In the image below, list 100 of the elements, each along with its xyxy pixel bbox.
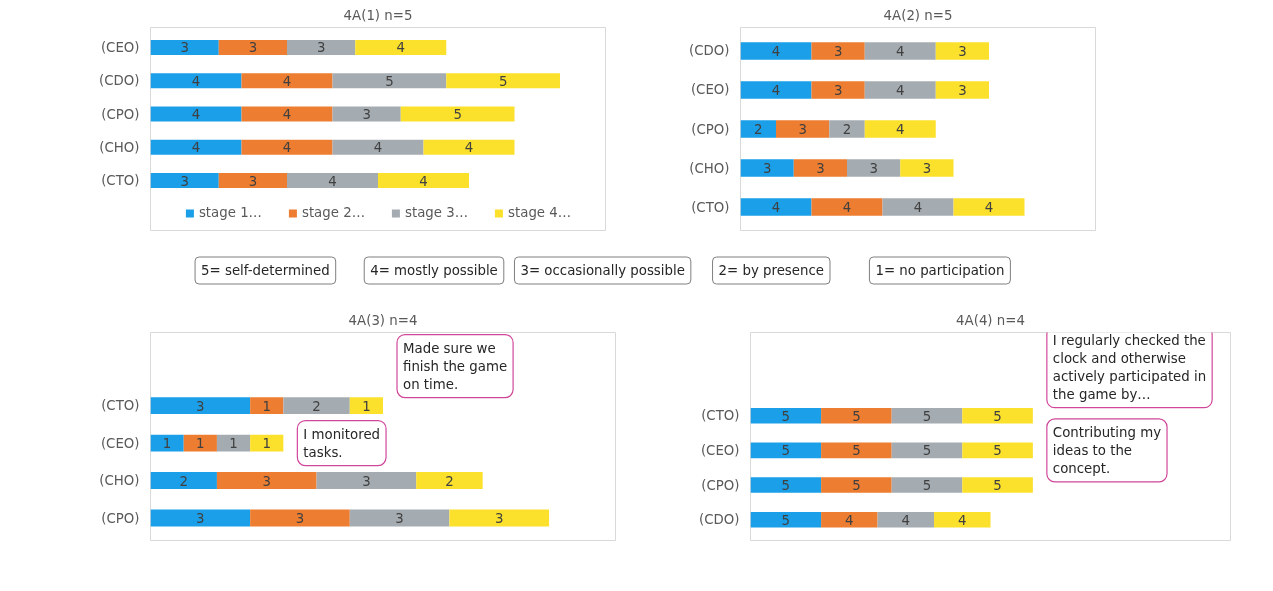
- bar: [750, 407, 822, 424]
- data-label: 4: [282, 73, 292, 89]
- data-label: 4: [896, 122, 905, 137]
- chart-title: 4A(2) n=5: [883, 7, 953, 23]
- data-label: 1: [229, 436, 238, 452]
- annotation: I monitored tasks.: [303, 426, 381, 460]
- text: 5= self-determined: [201, 263, 330, 278]
- bar: [250, 509, 350, 527]
- data-label: 5: [385, 73, 394, 89]
- bar: [740, 81, 812, 99]
- bar: [882, 198, 954, 216]
- data-label: 5: [852, 478, 861, 494]
- data-label: 4: [191, 73, 201, 89]
- y-tick-label: (CEO): [700, 442, 740, 458]
- bar: [332, 139, 424, 155]
- data-label: 3: [295, 511, 305, 527]
- bar: [287, 39, 356, 55]
- bar: [400, 106, 515, 122]
- bar: [829, 120, 865, 138]
- data-label: 4: [464, 140, 474, 156]
- bar: [283, 397, 350, 415]
- data-label: 1: [262, 398, 271, 414]
- annotation: Made sure we finish the game on time.: [403, 340, 508, 392]
- bar: [811, 81, 865, 99]
- y-tick-label: (CDO): [699, 512, 740, 528]
- y-tick-label: (CPO): [101, 106, 140, 122]
- data-label: 2: [312, 398, 321, 414]
- y-tick-label: (CTO): [101, 173, 140, 189]
- bar: [241, 73, 333, 89]
- data-label: 5: [498, 73, 508, 89]
- bar: [793, 159, 847, 177]
- data-label: 4: [191, 107, 201, 123]
- data-label: 3: [869, 161, 878, 177]
- bar: [962, 442, 1033, 459]
- bar: [150, 106, 242, 122]
- bar: [241, 106, 333, 122]
- data-label: 4: [373, 140, 383, 156]
- bar: [750, 511, 822, 528]
- data-label: 5: [852, 443, 861, 459]
- data-label: 4: [771, 82, 781, 98]
- bar: [241, 139, 333, 155]
- data-label: 1: [262, 436, 271, 452]
- y-tick-label: (CTO): [691, 199, 730, 215]
- bar: [864, 81, 936, 99]
- bar: [811, 198, 883, 216]
- bar: [935, 42, 989, 60]
- bar: [962, 407, 1033, 424]
- bar: [355, 39, 447, 55]
- bar: [349, 397, 383, 415]
- y-tick-label: (CDO): [99, 73, 140, 89]
- bar: [250, 397, 284, 415]
- bar: [349, 509, 450, 527]
- data-label: 5: [922, 443, 932, 459]
- data-label: 3: [833, 43, 843, 59]
- y-tick-label: (CEO): [690, 82, 730, 98]
- y-tick-label: (CPO): [101, 510, 140, 526]
- data-label: 4: [913, 200, 923, 216]
- data-label: 4: [845, 512, 854, 528]
- bar: [740, 42, 812, 60]
- legend-label: stage 3…: [405, 205, 469, 220]
- data-label: 3: [196, 511, 205, 527]
- bar: [287, 173, 378, 189]
- y-tick-label: (CEO): [100, 435, 140, 451]
- annotation: I regularly checked the clock and otherwise actively participated in the game by…: [1052, 332, 1207, 402]
- data-label: 4: [419, 173, 428, 189]
- data-label: 3: [262, 473, 271, 489]
- data-label: 3: [798, 122, 807, 137]
- bar: [740, 198, 812, 216]
- y-tick-label: (CPO): [691, 121, 730, 137]
- bar: [150, 73, 242, 89]
- data-label: 2: [754, 122, 763, 137]
- chart-title: 4A(1) n=5: [343, 7, 413, 23]
- bar: [891, 442, 963, 459]
- bar: [900, 159, 954, 177]
- data-label: 1: [162, 436, 172, 452]
- data-label: 4: [282, 140, 292, 156]
- data-label: 3: [922, 161, 932, 177]
- y-tick-label: (CTO): [101, 398, 140, 414]
- data-label: 4: [984, 200, 994, 216]
- data-label: 5: [781, 408, 791, 424]
- data-label: 2: [179, 473, 188, 489]
- data-label: 5: [993, 408, 1002, 424]
- data-label: 4: [328, 173, 337, 189]
- data-label: 4: [191, 140, 201, 156]
- text: 2= by presence: [718, 263, 824, 278]
- y-tick-label: (CEO): [100, 39, 140, 55]
- data-label: 3: [958, 82, 967, 98]
- data-label: 4: [396, 40, 405, 56]
- data-label: 3: [395, 511, 404, 527]
- y-tick-label: (CDO): [689, 43, 730, 59]
- bar: [750, 477, 822, 493]
- data-label: 4: [771, 200, 781, 216]
- bar: [150, 39, 219, 55]
- data-label: 5: [922, 478, 932, 494]
- data-label: 3: [180, 40, 189, 56]
- legend-label: stage 1…: [198, 205, 262, 220]
- bar: [811, 42, 865, 60]
- bar: [740, 120, 776, 138]
- data-label: 3: [958, 43, 967, 59]
- legend-label: stage 4…: [508, 205, 572, 220]
